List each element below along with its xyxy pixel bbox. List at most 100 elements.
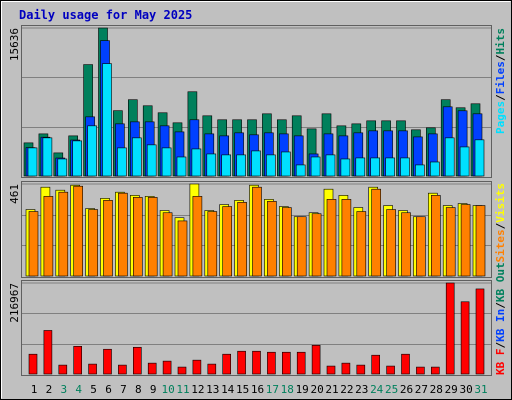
bar (88, 363, 97, 375)
x-tick-label: 29 (445, 383, 458, 396)
bar (400, 157, 410, 177)
x-tick-label: 2 (46, 383, 53, 396)
bar (42, 137, 53, 177)
bar (460, 204, 471, 277)
bar (296, 351, 306, 375)
bar (147, 197, 158, 277)
bar (355, 157, 366, 177)
bar (103, 200, 113, 277)
bar (415, 164, 425, 177)
bar (386, 209, 396, 277)
legend: Sites/Visits (494, 183, 507, 263)
bar (325, 154, 336, 177)
x-tick-label: 15 (236, 383, 249, 396)
x-tick-label: 28 (430, 383, 443, 396)
bar (296, 216, 307, 277)
bar (72, 140, 82, 177)
x-tick-label: 19 (296, 383, 309, 396)
x-tick-label: 22 (340, 383, 353, 396)
y-tick-label: 461 (8, 184, 21, 204)
legend-separator: / (494, 94, 507, 101)
bar (192, 196, 203, 277)
bar (236, 154, 246, 177)
bar (430, 195, 441, 277)
x-tick-label: 20 (310, 383, 323, 396)
bar (132, 137, 142, 177)
x-tick-label: 6 (105, 383, 112, 396)
bar (73, 346, 82, 375)
bar (43, 196, 54, 277)
bar (177, 220, 188, 277)
legend: Pages/Files/Hits (494, 28, 507, 134)
bar (251, 150, 261, 177)
legend-entry: KB Out (494, 262, 507, 302)
x-tick-label: 27 (415, 383, 428, 396)
bar (176, 156, 187, 177)
legend-entry: Hits (494, 28, 507, 55)
bar (267, 351, 276, 375)
bar (237, 202, 247, 277)
bar (340, 158, 351, 177)
bar (341, 199, 352, 277)
x-tick-label: 11 (176, 383, 189, 396)
y-tick-label: 15636 (8, 28, 21, 61)
bar (385, 157, 395, 177)
bar (445, 207, 456, 277)
legend: KB F/KB In/KB Out (494, 262, 507, 375)
x-tick-label: 17 (266, 383, 279, 396)
legend-entry: KB In (494, 309, 507, 342)
x-tick-label: 31 (474, 383, 487, 396)
bar (117, 147, 127, 177)
bar (133, 197, 143, 277)
bar (58, 191, 69, 277)
legend-entry: Files (494, 61, 507, 94)
x-tick-label: 7 (120, 383, 127, 396)
x-tick-label: 5 (90, 383, 97, 396)
bar (311, 213, 322, 277)
bar (222, 353, 231, 375)
bar (206, 153, 217, 177)
bar (311, 345, 321, 375)
bar (281, 207, 292, 277)
legend-entry: Sites (494, 229, 507, 262)
bar (267, 201, 277, 277)
x-tick-label: 18 (281, 383, 294, 396)
bar (430, 366, 440, 375)
bar (222, 206, 232, 277)
x-tick-label: 24 (370, 383, 384, 396)
legend-separator: / (494, 54, 507, 61)
bar (280, 151, 291, 177)
bar (371, 354, 381, 375)
bar (146, 144, 157, 177)
bar (295, 164, 306, 177)
bar (341, 362, 351, 375)
x-tick-label: 9 (150, 383, 157, 396)
bar (102, 63, 112, 177)
bar (370, 157, 381, 177)
bar (103, 348, 112, 375)
bar (161, 147, 172, 177)
bar (133, 346, 142, 375)
bar (416, 366, 425, 375)
x-tick-label: 23 (355, 383, 368, 396)
bar (475, 288, 485, 375)
bar (192, 359, 202, 375)
bar (28, 211, 39, 277)
bar (27, 147, 38, 177)
x-tick-label: 30 (459, 383, 472, 396)
x-tick-label: 14 (221, 383, 235, 396)
legend-entry: Visits (494, 183, 507, 223)
bar (162, 360, 172, 375)
x-tick-label: 4 (75, 383, 82, 396)
x-tick-label: 10 (161, 383, 174, 396)
chart-title: Daily usage for May 2025 (19, 8, 192, 22)
x-tick-label: 21 (325, 383, 338, 396)
x-tick-label: 3 (60, 383, 67, 396)
bar (326, 365, 336, 375)
x-tick-label: 1 (31, 383, 38, 396)
bar (118, 364, 127, 375)
bar (207, 363, 217, 375)
x-tick-label: 8 (135, 383, 142, 396)
